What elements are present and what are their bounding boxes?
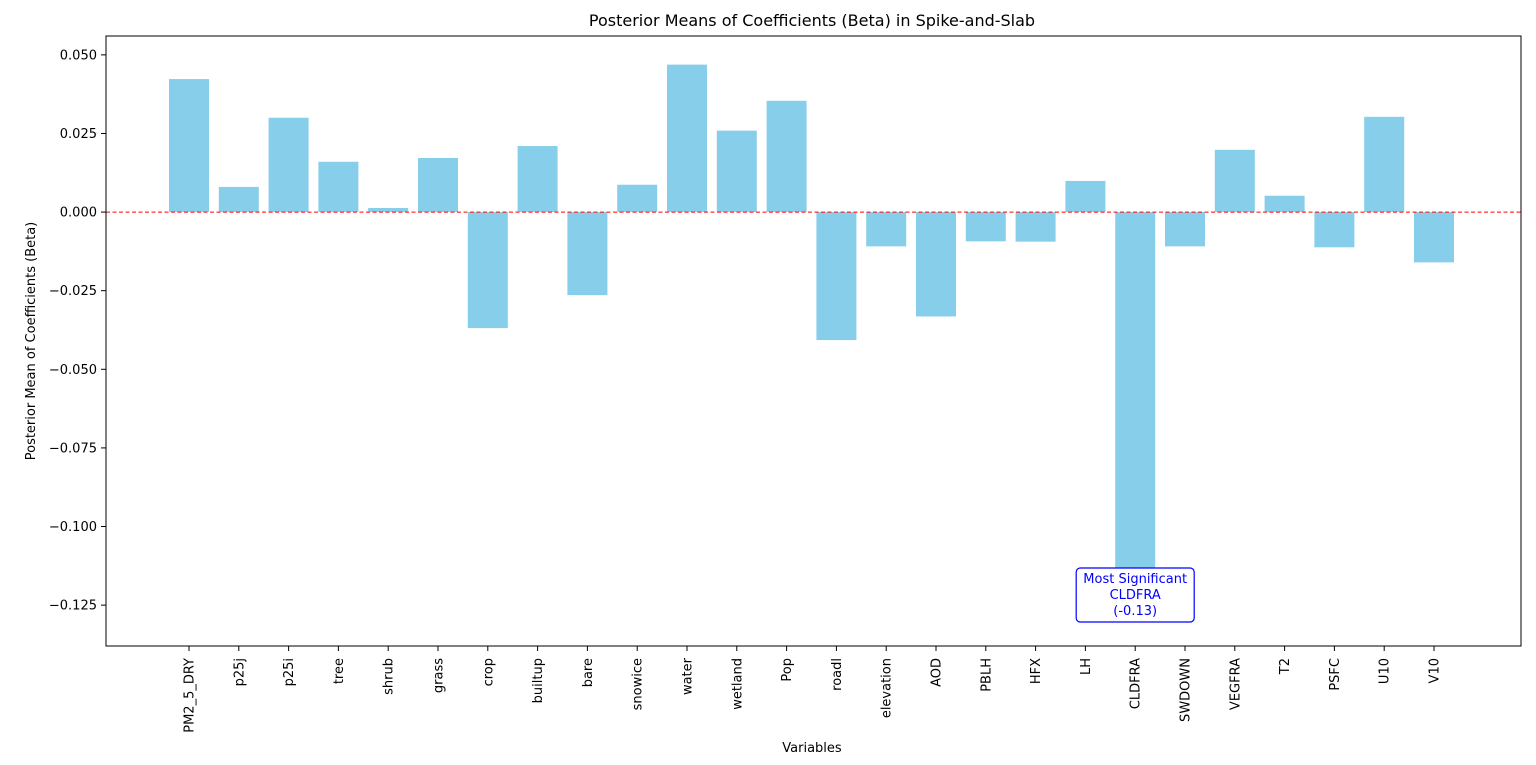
bar-snowice <box>617 184 658 213</box>
bar-elevation <box>866 212 907 247</box>
bar-bare <box>567 212 608 296</box>
bar-builtup <box>517 146 558 213</box>
bar-wetland <box>716 130 757 213</box>
bar-shrub <box>368 207 409 213</box>
bar-cldfra <box>1115 212 1156 621</box>
x-tick-label: builtup <box>531 658 546 703</box>
bar-vegfra <box>1214 149 1255 213</box>
x-tick-label: CLDFRA <box>1129 658 1144 709</box>
x-tick-label: snowice <box>631 658 646 710</box>
bar-water <box>667 64 707 213</box>
x-tick-label: SWDOWN <box>1179 658 1194 722</box>
annotation-text: (-0.13) <box>1113 604 1157 619</box>
y-tick-label: 0.000 <box>60 206 97 221</box>
chart-title: Posterior Means of Coefficients (Beta) i… <box>589 11 1035 30</box>
x-tick-label: HFX <box>1029 658 1044 684</box>
bar-aod <box>916 212 956 317</box>
y-tick-label: 0.025 <box>60 127 97 142</box>
x-tick-label: grass <box>432 658 447 693</box>
y-tick-label: −0.025 <box>49 284 97 299</box>
x-tick-label: U10 <box>1378 658 1393 684</box>
x-tick-label: tree <box>332 658 347 684</box>
x-tick-label: crop <box>481 658 496 686</box>
bar-pblh <box>965 212 1006 242</box>
plot-frame <box>105 35 1522 647</box>
bar-hfx <box>1015 212 1056 242</box>
bars-layer <box>169 64 1454 621</box>
x-tick-label: PBLH <box>979 658 994 692</box>
x-tick-label: LH <box>1079 658 1094 675</box>
x-tick-label: V10 <box>1428 658 1443 683</box>
annotation-text: CLDFRA <box>1110 588 1161 603</box>
x-tick-label: PSFC <box>1328 658 1343 691</box>
y-tick-label: 0.050 <box>60 48 97 63</box>
bar-lh <box>1065 180 1106 213</box>
bar-pop <box>766 100 807 213</box>
bar-psfc <box>1314 212 1355 248</box>
x-tick-label: roadl <box>830 658 845 691</box>
x-tick-label: bare <box>581 658 596 687</box>
x-tick-label: shrub <box>382 658 397 695</box>
x-tick-label: VEGFRA <box>1228 658 1243 710</box>
x-tick-label: p25j <box>232 658 247 686</box>
x-tick-label: p25i <box>282 658 297 686</box>
bar-tree <box>318 161 359 213</box>
x-tick-label: elevation <box>880 658 895 718</box>
x-tick-label: AOD <box>930 658 945 687</box>
annotation-text: Most Significant <box>1083 572 1187 587</box>
bar-pm2-5-dry <box>169 79 209 213</box>
bar-swdown <box>1165 212 1205 247</box>
annotation-box <box>1075 567 1195 623</box>
bar-roadl <box>816 212 857 341</box>
x-tick-label: water <box>681 657 696 695</box>
y-tick-label: −0.100 <box>49 520 97 535</box>
bar-p25i <box>268 117 309 213</box>
y-axis-label: Posterior Mean of Coefficients (Beta) <box>24 222 39 461</box>
x-tick-label: Pop <box>780 658 795 682</box>
y-tick-label: −0.075 <box>49 441 97 456</box>
y-tick-label: −0.050 <box>49 363 97 378</box>
x-tick-label: PM2_5_DRY <box>183 658 198 733</box>
bar-p25j <box>218 186 259 213</box>
bar-crop <box>467 212 508 329</box>
bar-u10 <box>1364 116 1405 213</box>
x-tick-label: wetland <box>730 658 745 710</box>
x-axis-label: Variables <box>782 741 842 756</box>
bar-grass <box>418 158 458 213</box>
y-tick-label: −0.125 <box>49 599 97 614</box>
bar-v10 <box>1414 212 1454 263</box>
axes-layer: 0.050 0.025 0.000 −0.025 −0.050 −0.075 −0.100 −… <box>49 35 1522 733</box>
bar-t2 <box>1264 195 1305 213</box>
x-tick-label: T2 <box>1278 658 1293 675</box>
